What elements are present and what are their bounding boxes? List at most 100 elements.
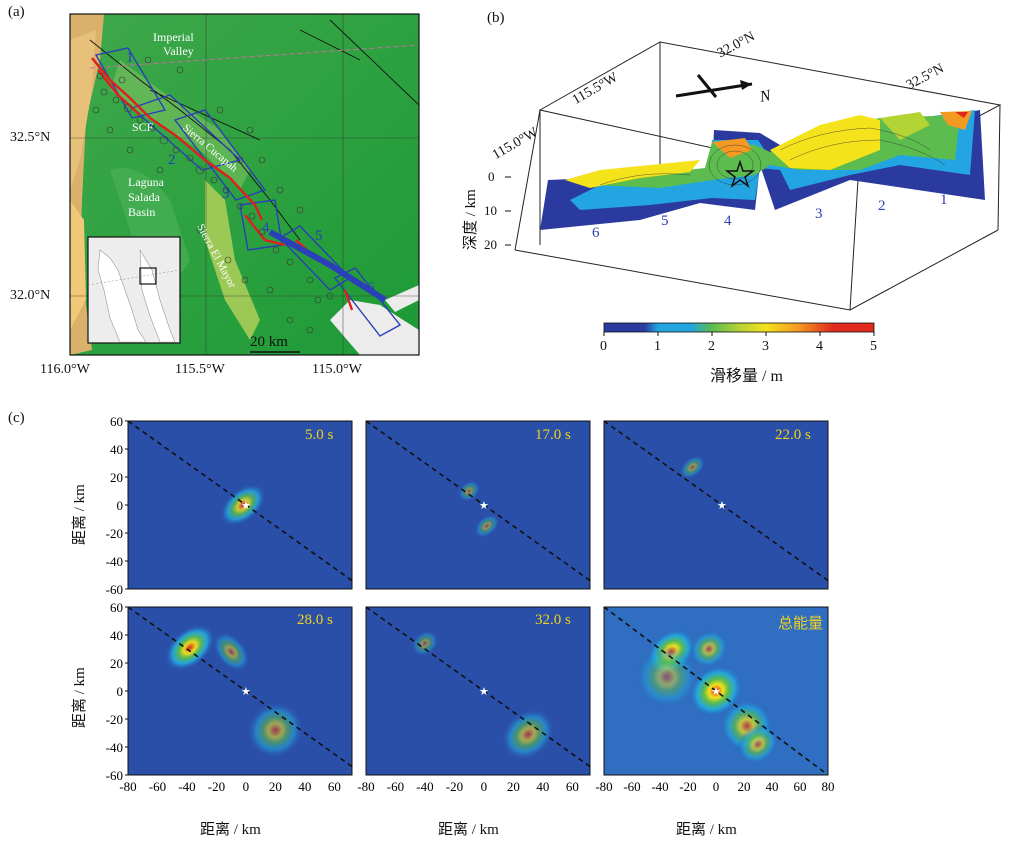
fault-trace-line [366,421,590,582]
time-label-1: 5.0 s [305,427,334,443]
energy-blob [646,628,696,675]
energy-map-frame [365,606,591,776]
y-tick-label: -20 [106,712,123,727]
epicenter-star-small: ★ [241,686,251,698]
b-lon-tick-115-0: 115.0°W [490,125,541,163]
y-tick-label: -40 [106,554,123,569]
y-tick-label: 0 [117,498,124,513]
energy-map-4: ★ [128,607,352,775]
cbar-tick-4: 4 [816,339,823,354]
x-tick-label: -40 [651,779,668,794]
energy-blob [737,724,779,765]
x-tick-label: -60 [149,779,166,794]
segment-6-label: 6 [367,280,375,296]
x-tick-label: -20 [679,779,696,794]
lat-tick-32-5: 32.5°N [10,130,51,145]
x-tick-label: -40 [178,779,195,794]
time-label-2: 17.0 s [535,427,571,443]
x-tick-label: -20 [208,779,225,794]
x-tick-label: 20 [269,779,282,794]
x-tick-label: 0 [481,779,488,794]
b-segment-3: 3 [815,206,823,222]
x-tick-label: -80 [357,779,374,794]
map-highland [70,14,104,355]
x-tick-label: -60 [623,779,640,794]
fault-trace-line [128,421,352,582]
energy-blob [688,664,744,718]
depth-tick-0: 0 [488,169,495,184]
y-tick-label: 60 [110,414,123,429]
energy-blob [474,514,500,538]
energy-blob [411,630,438,656]
energy-blob [458,480,480,502]
depth-tick-10: 10 [484,203,497,218]
epicenter-star-small: ★ [479,686,489,698]
scale-label: 20 km [250,334,288,350]
y-tick-label: 0 [117,684,124,699]
time-label-3: 22.0 s [775,427,811,443]
x-tick-label: -80 [595,779,612,794]
segment-1-label: 1 [126,50,134,66]
fault-trace-line [366,607,590,768]
c-xlabel-2: 距离 / km [438,822,499,838]
colorbar-label: 滑移量 / m [710,368,783,385]
x-tick-label: 80 [822,779,835,794]
c-xlabel-3: 距离 / km [676,822,737,838]
y-tick-label: 20 [110,470,123,485]
epicenter-star-small: ★ [479,500,489,512]
energy-map-1: ★ [128,421,352,589]
energy-map-frame [127,420,353,590]
x-tick-label: 40 [766,779,779,794]
epicenter-star-small: ★ [711,686,721,698]
imperial-valley-label-1: Imperial [153,30,194,44]
b-lat-tick-32-0: 32.0°N [715,29,758,62]
epicenter-star-small: ★ [241,500,251,512]
scf-label: SCF [132,120,154,134]
time-label-4: 28.0 s [297,612,333,628]
energy-map-frame [603,420,829,590]
energy-blob [247,702,304,758]
epicenter-star [724,159,756,189]
fault-trace-line [604,421,828,582]
laguna-label-3: Basin [128,205,156,219]
energy-blob [689,630,729,668]
x-tick-label: -60 [387,779,404,794]
colorbar [603,322,875,333]
inset-map [87,236,181,344]
y-tick-label: 20 [110,656,123,671]
y-tick-label: -20 [106,526,123,541]
epicenter-star-small: ★ [717,500,727,512]
segment-3-label: 3 [222,186,230,202]
map-land [70,14,419,355]
energy-blob [213,632,250,672]
x-tick-label: -20 [446,779,463,794]
y-tick-label: -60 [106,582,123,597]
cbar-tick-2: 2 [708,339,715,354]
x-tick-label: 20 [738,779,751,794]
cbar-tick-0: 0 [600,339,607,354]
x-tick-label: 60 [566,779,579,794]
energy-map-5: ★ [366,607,590,775]
energy-blob [635,645,699,709]
x-tick-label: 40 [298,779,311,794]
panel-a-label: (a) [8,4,25,20]
imperial-valley-label-2: Valley [163,44,194,58]
laguna-label-2: Salada [128,190,160,204]
energy-map-3: ★ [604,421,828,589]
b-segment-4: 4 [724,213,732,229]
x-tick-label: 0 [243,779,250,794]
energy-map-2: ★ [366,421,590,589]
b-segment-5: 5 [661,213,669,229]
segment-2-label: 2 [168,152,176,168]
depth-tick-20: 20 [484,237,497,252]
sierra-el-mayor-label: Sierra El Mayor [194,222,239,291]
c-ylabel-top: 距离 / km [72,484,88,545]
north-label: N [758,87,772,106]
x-tick-label: 0 [713,779,720,794]
x-tick-label: -80 [119,779,136,794]
x-tick-label: 60 [794,779,807,794]
x-tick-label: 60 [328,779,341,794]
b-segment-1: 1 [940,192,948,208]
lon-tick-116-0: 116.0°W [40,362,90,377]
b-lat-tick-32-5: 32.5°N [904,61,947,94]
